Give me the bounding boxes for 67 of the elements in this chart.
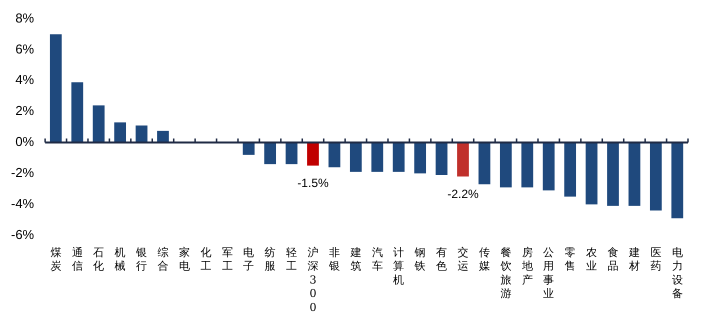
x-tick-label: 通信: [72, 246, 83, 273]
bar: [607, 142, 619, 206]
x-tick-label: 轻工: [286, 246, 298, 273]
data-label: -1.5%: [297, 176, 329, 190]
y-tick-label: 6%: [15, 41, 35, 56]
y-tick-label: 0%: [15, 134, 35, 150]
x-tick-label: 汽车: [372, 246, 383, 273]
bar: [371, 142, 384, 172]
bar: [628, 142, 640, 206]
bar: [114, 122, 126, 142]
x-tick-label: 沪深300: [307, 246, 318, 314]
x-tick-label: 银行: [135, 246, 148, 273]
bar: [71, 82, 84, 142]
x-tick-label: 建筑: [349, 246, 362, 273]
x-tick-label: 电力设备: [672, 246, 683, 300]
x-tick-label: 综合: [157, 246, 168, 273]
y-tick-label: 2%: [15, 103, 35, 118]
x-tick-label: 非银: [328, 246, 340, 273]
x-tick-label: 农业: [586, 246, 598, 273]
bar: [650, 142, 662, 211]
x-tick-label: 房地产: [520, 246, 533, 286]
x-tick-label: 零售: [564, 246, 576, 273]
x-tick-label: 化工: [200, 246, 212, 273]
bar: [671, 142, 684, 218]
bar: [92, 105, 105, 142]
y-tick-label: -2%: [10, 164, 35, 180]
x-tick-label: 家电: [178, 246, 190, 273]
x-tick-label: 交运: [457, 246, 468, 273]
bar: [564, 142, 576, 197]
bar: [328, 142, 340, 168]
bar: [50, 34, 62, 142]
bar: [392, 142, 405, 172]
x-tick-label: 医药: [650, 246, 662, 273]
x-tick-label: 电子: [243, 246, 254, 273]
y-tick-label: 8%: [15, 10, 35, 26]
y-tick-label: 4%: [15, 72, 35, 88]
bar: [157, 130, 169, 142]
y-tick-label: -4%: [10, 196, 35, 211]
x-tick-label: 传媒: [478, 246, 490, 273]
data-label: -2.2%: [447, 186, 479, 201]
bar: [307, 142, 319, 166]
bar: [286, 142, 298, 164]
x-tick-label: 有色: [436, 246, 448, 273]
x-tick-label: 机械: [114, 246, 126, 273]
x-tick-label: 军工: [222, 246, 233, 273]
x-tick-label: 公用事业: [543, 246, 554, 300]
x-tick-label: 建材: [628, 246, 640, 273]
x-tick-label: 煤炭: [50, 246, 62, 273]
bar: [542, 142, 555, 190]
x-tick-label: 石化: [93, 246, 104, 273]
bar: [136, 125, 148, 142]
bar: [457, 142, 469, 176]
y-tick-label: -6%: [10, 226, 35, 242]
bar: [436, 142, 448, 175]
bar: [242, 142, 255, 155]
bar: [414, 142, 426, 174]
bar: [586, 142, 598, 204]
x-tick-label: 钢铁: [414, 246, 426, 273]
bar: [500, 142, 512, 188]
x-tick-label: 餐饮旅游: [499, 246, 512, 300]
x-tick-label: 计算机: [393, 246, 404, 286]
bar: [478, 142, 490, 184]
bar: [521, 142, 534, 188]
x-tick-label: 纺服: [264, 246, 276, 273]
bar: [264, 142, 276, 164]
bar: [350, 142, 362, 172]
x-tick-label: 食品: [607, 246, 618, 273]
